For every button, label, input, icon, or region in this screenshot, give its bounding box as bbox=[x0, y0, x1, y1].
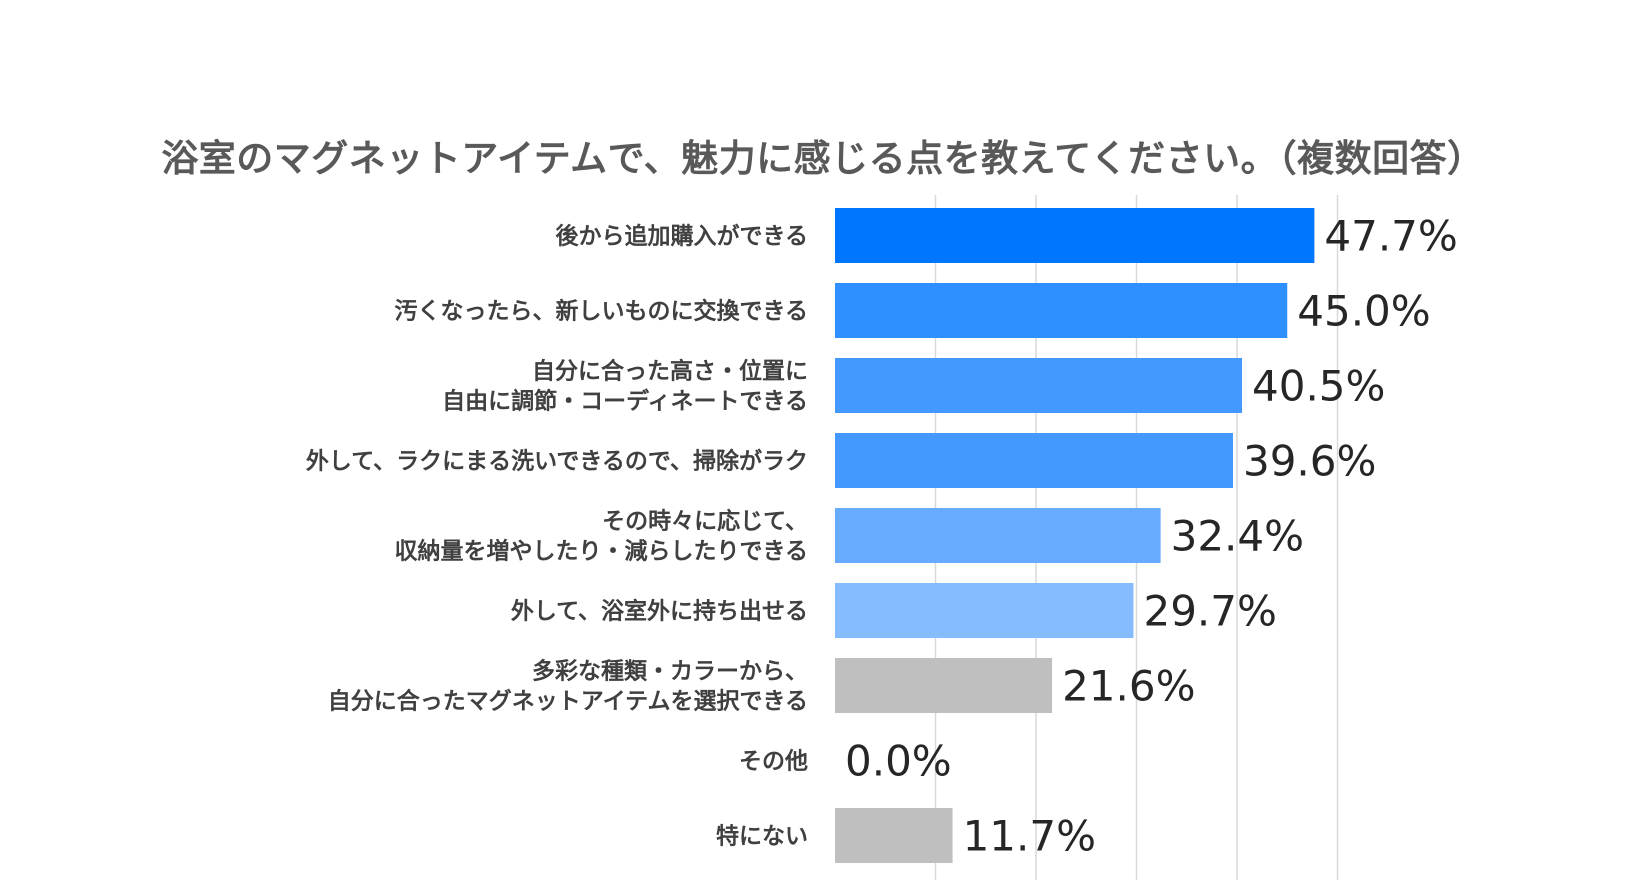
category-label: 後から追加購入ができる bbox=[555, 223, 808, 250]
category-label: 外して、ラクにまる洗いできるので、掃除がラク bbox=[306, 448, 808, 475]
value-labels: 47.7% 45.0% 40.5% 39.6% 32.4% 29.7% 21.6% 0.0%1… bbox=[845, 212, 1458, 861]
value-label: 29.7% bbox=[1143, 587, 1276, 636]
bar bbox=[835, 358, 1243, 413]
category-label: 外して、浴室外に持ち出せる bbox=[511, 598, 808, 625]
bar bbox=[835, 508, 1161, 563]
bar bbox=[835, 583, 1134, 638]
category-labels: 後から追加購入ができる汚くなったら、新しいものに交換できる自分に合った高さ・位置… bbox=[306, 223, 808, 850]
category-label-line: 自分に合ったマグネットアイテムを選択できる bbox=[328, 688, 808, 715]
category-label: 自分に合った高さ・位置に自由に調節・コーディネートできる bbox=[442, 358, 808, 415]
category-label: 汚くなったら、新しいものに交換できる bbox=[394, 298, 808, 325]
value-label: 0.0% bbox=[845, 737, 952, 786]
category-label-line: その他 bbox=[739, 749, 808, 775]
value-label: 21.6% bbox=[1062, 662, 1195, 711]
category-label-line: 特にない bbox=[716, 824, 808, 850]
category-label-line: 汚くなったら、新しいものに交換できる bbox=[394, 298, 808, 325]
category-label-line: 自由に調節・コーディネートできる bbox=[442, 388, 808, 415]
category-label-line: 多彩な種類・カラーから、 bbox=[532, 658, 808, 685]
value-label: 39.6% bbox=[1243, 437, 1376, 486]
bar bbox=[835, 658, 1053, 713]
category-label-line: その時々に応じて、 bbox=[602, 508, 808, 535]
category-label-line: 収納量を増やしたり・減らしたりできる bbox=[394, 538, 808, 565]
category-label: 多彩な種類・カラーから、自分に合ったマグネットアイテムを選択できる bbox=[328, 658, 808, 715]
chart-title: 浴室のマグネットアイテムで、魅力に感じる点を教えてください。（複数回答） bbox=[161, 137, 1485, 180]
category-label: その時々に応じて、収納量を増やしたり・減らしたりできる bbox=[394, 508, 808, 565]
value-label: 11.7% bbox=[963, 812, 1096, 861]
value-label: 45.0% bbox=[1297, 287, 1430, 336]
bar bbox=[835, 208, 1315, 263]
value-label: 47.7% bbox=[1324, 212, 1457, 261]
bar bbox=[835, 433, 1233, 488]
category-label-line: 自分に合った高さ・位置に bbox=[532, 358, 808, 385]
category-label-line: 後から追加購入ができる bbox=[555, 223, 808, 250]
bars bbox=[835, 208, 1315, 863]
bar bbox=[835, 283, 1288, 338]
value-label: 40.5% bbox=[1252, 362, 1385, 411]
category-label: 特にない bbox=[716, 824, 808, 850]
category-label-line: 外して、浴室外に持ち出せる bbox=[511, 598, 808, 625]
value-label: 32.4% bbox=[1171, 512, 1304, 561]
bar bbox=[835, 808, 953, 863]
category-label: その他 bbox=[739, 749, 808, 775]
category-label-line: 外して、ラクにまる洗いできるので、掃除がラク bbox=[306, 448, 808, 475]
